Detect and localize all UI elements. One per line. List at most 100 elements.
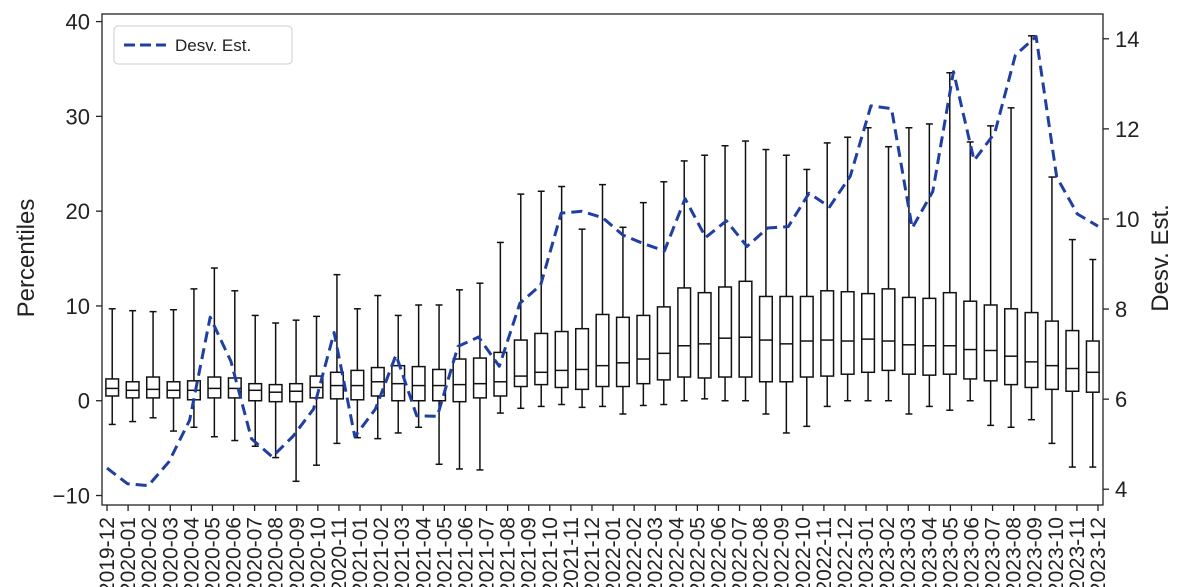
right-tick-label: 14 (1115, 27, 1139, 52)
x-tick-label: 2022-12 (834, 517, 857, 587)
right-tick-label: 8 (1115, 297, 1127, 322)
iqr-box (901, 296, 917, 375)
box-25 (615, 226, 631, 415)
right-tick-label: 4 (1115, 477, 1127, 502)
box-44 (1003, 107, 1019, 429)
box-14 (391, 314, 406, 434)
box-26 (636, 201, 651, 407)
x-tick-label: 2021-04 (412, 517, 435, 587)
iqr-box (1024, 311, 1039, 389)
x-tick-label: 2023-02 (876, 517, 899, 587)
x-tick-label: 2023-12 (1087, 517, 1110, 587)
box-43 (983, 125, 998, 427)
iqr-box (840, 290, 855, 375)
box-4 (186, 288, 202, 429)
x-tick-label: 2021-05 (433, 517, 456, 587)
iqr-box (452, 358, 467, 403)
x-tick-label: 2023-11 (1066, 517, 1089, 587)
iqr-box (983, 304, 998, 382)
x-tick-label: 2021-08 (497, 517, 520, 587)
x-tick-label: 2019-12 (96, 517, 119, 587)
box-30 (717, 145, 733, 402)
iqr-box (697, 291, 712, 379)
x-tick-label: 2023-05 (939, 517, 962, 587)
iqr-box (513, 339, 528, 388)
iqr-box (411, 365, 426, 402)
iqr-box (288, 382, 304, 403)
box-3 (166, 308, 181, 432)
box-15 (411, 304, 426, 429)
box-45 (1024, 35, 1039, 421)
iqr-box (942, 291, 957, 375)
box-28 (677, 160, 692, 402)
iqr-box (963, 300, 978, 380)
box-5 (207, 267, 222, 438)
iqr-box (636, 314, 651, 385)
box-9 (288, 319, 304, 483)
left-tick-label: 0 (78, 389, 90, 414)
box-27 (656, 181, 671, 406)
legend-box (113, 25, 293, 65)
right-tick-label: 10 (1115, 207, 1139, 232)
iqr-box (1003, 308, 1019, 386)
iqr-box (820, 290, 835, 377)
boxplot-layer (105, 35, 1100, 483)
iqr-box (472, 357, 488, 399)
iqr-box (534, 332, 549, 386)
iqr-box (758, 295, 774, 383)
std-dev-line (106, 35, 1099, 488)
x-tick-label: 2021-11 (560, 517, 583, 587)
x-tick-label: 2022-02 (623, 517, 646, 587)
box-0 (105, 308, 120, 426)
box-32 (758, 148, 774, 415)
x-axis: 2019-122020-012020-022020-032020-042020-… (96, 505, 1110, 587)
x-tick-label: 2022-07 (729, 517, 752, 587)
box-6 (227, 290, 242, 442)
iqr-box (656, 306, 671, 381)
iqr-box (1065, 329, 1080, 393)
box-11 (329, 273, 345, 445)
box-8 (268, 322, 283, 459)
iqr-box (922, 297, 937, 376)
x-tick-label: 2023-04 (918, 517, 941, 587)
left-tick-label: −10 (53, 484, 90, 509)
plot-frame (101, 13, 1104, 506)
right-axis: 4 6 8 10 12 14 (1103, 27, 1139, 502)
box-42 (963, 141, 978, 402)
box-19 (493, 241, 508, 414)
x-tick-label: 2022-05 (686, 517, 709, 587)
iqr-box (779, 295, 794, 383)
x-tick-label: 2020-04 (180, 517, 203, 587)
left-tick-label: 40 (66, 10, 90, 35)
box-20 (513, 193, 528, 410)
x-tick-label: 2021-09 (518, 517, 541, 587)
iqr-box (615, 316, 631, 388)
box-21 (534, 190, 549, 408)
right-tick-label: 12 (1115, 117, 1139, 142)
x-tick-label: 2021-12 (581, 517, 604, 587)
iqr-box (860, 292, 876, 374)
x-tick-label: 2022-04 (665, 517, 688, 587)
box-31 (738, 140, 753, 402)
iqr-box (207, 376, 222, 399)
x-tick-label: 2022-08 (750, 517, 773, 587)
x-tick-label: 2021-03 (391, 517, 414, 587)
box-7 (248, 314, 263, 447)
box-1 (125, 309, 140, 423)
iqr-box (717, 286, 733, 378)
iqr-box (1044, 320, 1060, 391)
box-22 (554, 185, 569, 406)
box-2 (145, 310, 161, 419)
legend-label: Desv. Est. (175, 36, 251, 55)
x-tick-label: 2022-06 (708, 517, 731, 587)
iqr-box (105, 378, 120, 397)
box-33 (779, 154, 794, 434)
box-13 (370, 294, 385, 440)
box-47 (1065, 238, 1080, 468)
box-40 (922, 123, 937, 408)
x-tick-label: 2021-06 (454, 517, 477, 587)
iqr-box (1085, 340, 1100, 393)
x-tick-label: 2022-10 (792, 517, 815, 587)
x-tick-label: 2020-08 (265, 517, 288, 587)
iqr-box (248, 382, 263, 402)
